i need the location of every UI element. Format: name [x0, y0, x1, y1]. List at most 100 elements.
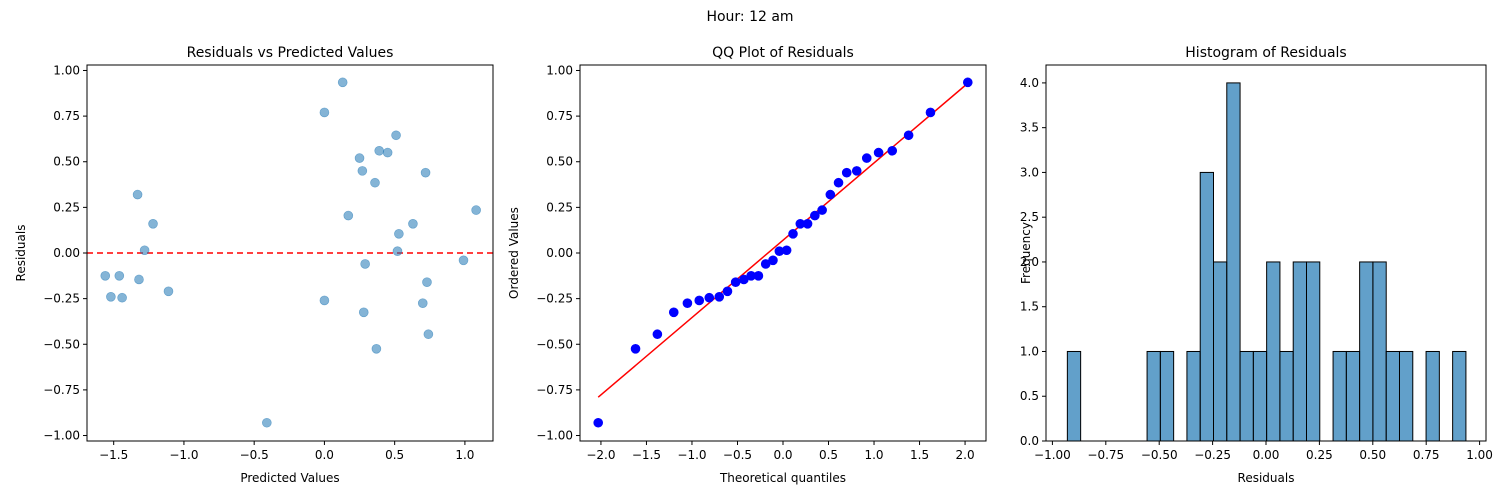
- y-tick-label: 2.5: [1020, 210, 1039, 224]
- data-point: [694, 295, 705, 306]
- y-tick-label: −0.75: [43, 383, 80, 397]
- y-tick-label: 0.25: [546, 200, 573, 214]
- data-point: [682, 298, 693, 308]
- data-point: [768, 255, 778, 266]
- y-tick-label: 0.75: [53, 109, 80, 123]
- data-point: [652, 329, 663, 340]
- histogram-bar: [1332, 350, 1347, 442]
- data-point: [903, 130, 914, 141]
- y-tick-label: 0.50: [546, 155, 573, 169]
- panel-title: Residuals vs Predicted Values: [187, 45, 394, 61]
- data-point: [100, 271, 111, 281]
- data-point: [139, 245, 150, 256]
- data-point: [319, 295, 330, 306]
- data-point: [420, 167, 431, 178]
- histogram-bar: [1159, 350, 1175, 442]
- x-axis-label: Residuals: [1238, 471, 1295, 485]
- x-tick-label: 0.5: [385, 448, 404, 462]
- y-tick-label: 0.0: [1020, 434, 1039, 448]
- x-tick-label: −1.5: [99, 448, 128, 462]
- data-point: [374, 145, 385, 156]
- data-point: [392, 246, 403, 256]
- panel-1: −1.5 −1.0 −0.5 0.0 0.5 1.0 −1.00 −0.75 −0.50 −0.2…: [14, 45, 494, 485]
- x-tick-label: 2.0: [956, 448, 975, 462]
- y-tick-label: 1.00: [546, 63, 573, 77]
- y-tick-label: 0.50: [53, 155, 80, 169]
- data-point: [319, 107, 330, 118]
- x-tick-label: 1.0: [864, 448, 883, 462]
- histogram-bar: [1398, 350, 1414, 442]
- histogram-bar: [1372, 261, 1387, 442]
- histogram-bar: [1239, 350, 1254, 442]
- data-point: [810, 210, 820, 221]
- data-point: [391, 130, 401, 141]
- data-point: [471, 205, 481, 215]
- y-tick-label: 4.0: [1020, 76, 1039, 90]
- y-tick-label: 1.0: [1020, 344, 1039, 358]
- x-tick-label: −1.0: [169, 448, 198, 462]
- x-tick-label: 0.00: [1253, 448, 1280, 462]
- data-point: [337, 77, 348, 88]
- histogram-bar: [1226, 82, 1241, 442]
- x-tick-label: −0.75: [1087, 448, 1124, 462]
- data-point: [962, 77, 973, 88]
- data-point: [262, 417, 272, 428]
- data-point: [788, 229, 798, 239]
- data-point: [163, 286, 174, 297]
- data-point: [873, 147, 884, 158]
- data-point: [925, 107, 936, 118]
- data-point: [134, 274, 144, 285]
- y-tick-label: 0.75: [546, 109, 573, 123]
- data-point: [817, 205, 827, 215]
- x-tick-label: 0.50: [1359, 448, 1386, 462]
- data-point: [704, 292, 715, 303]
- y-tick-label: 1.5: [1020, 300, 1039, 314]
- data-point: [360, 259, 370, 269]
- y-axis-label: Frequency: [1019, 222, 1033, 284]
- histogram-bar: [1425, 350, 1440, 442]
- data-point: [593, 417, 604, 428]
- panel-title: Histogram of Residuals: [1185, 45, 1346, 61]
- y-tick-label: −0.25: [43, 292, 80, 306]
- x-tick-label: −0.50: [1141, 448, 1178, 462]
- data-point: [668, 307, 679, 318]
- panel-title: QQ Plot of Residuals: [712, 45, 854, 61]
- data-point: [357, 166, 368, 176]
- data-point: [358, 307, 369, 318]
- data-point: [117, 292, 127, 303]
- y-tick-label: 0.5: [1020, 389, 1039, 403]
- x-axis-label: Predicted Values: [240, 471, 339, 485]
- data-point: [851, 166, 862, 176]
- x-tick-label: 0.75: [1413, 448, 1440, 462]
- y-tick-label: 0.00: [53, 246, 80, 260]
- y-tick-label: 3.0: [1020, 165, 1039, 179]
- x-tick-label: −0.5: [240, 448, 269, 462]
- data-point: [781, 245, 792, 256]
- y-axis-label: Ordered Values: [507, 207, 521, 299]
- x-tick-label: 0.5: [819, 448, 838, 462]
- x-tick-label: −0.25: [1194, 448, 1231, 462]
- data-point: [370, 177, 380, 188]
- x-tick-label: 0.0: [773, 448, 792, 462]
- x-tick-label: −0.5: [723, 448, 752, 462]
- y-tick-label: −1.00: [43, 429, 80, 443]
- y-tick-label: −1.00: [536, 429, 573, 443]
- histogram-bar: [1146, 350, 1161, 442]
- data-point: [730, 277, 741, 288]
- qq-fit-line: [597, 82, 969, 398]
- data-point: [371, 344, 382, 354]
- data-point: [841, 167, 852, 178]
- y-tick-label: 1.00: [53, 63, 80, 77]
- histogram-bar: [1199, 171, 1214, 442]
- histogram-bar: [1292, 261, 1307, 442]
- x-tick-label: −2.0: [586, 448, 615, 462]
- data-point: [825, 189, 836, 200]
- data-point: [132, 189, 143, 200]
- data-point: [861, 153, 872, 163]
- data-point: [114, 271, 125, 281]
- data-point: [714, 292, 725, 302]
- histogram-bar: [1066, 350, 1082, 442]
- histogram-bar: [1279, 350, 1294, 442]
- y-tick-label: 0.25: [53, 200, 80, 214]
